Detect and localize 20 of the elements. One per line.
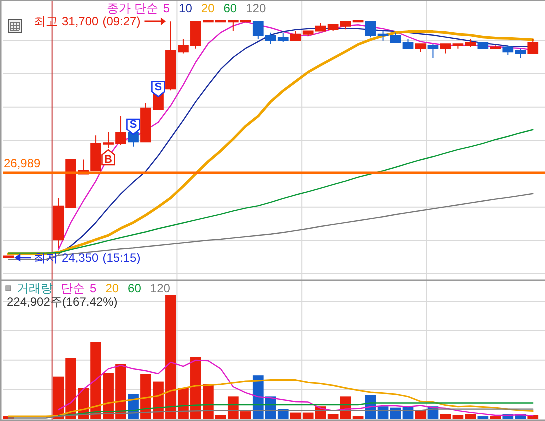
annotation: (15:15) <box>102 250 141 265</box>
data-label: S <box>154 81 162 94</box>
text: 60 <box>128 282 142 296</box>
annotation: (09:27) <box>102 14 141 29</box>
data-label: S <box>130 119 138 131</box>
text: 120 <box>150 282 171 296</box>
text: 10 <box>179 2 193 16</box>
data-label: B <box>104 154 113 166</box>
text: 20 <box>106 282 120 296</box>
ref-line-label: 26,989 <box>4 156 42 170</box>
signal: S <box>152 81 166 98</box>
text: 5 <box>90 282 97 296</box>
legend-title: 단순 <box>61 282 85 296</box>
text: 5 <box>163 2 170 16</box>
y-tick-label: 31,700 <box>62 14 100 29</box>
text: 120 <box>246 2 266 16</box>
legend-title: 종가 단순 <box>107 2 158 16</box>
text: 60 <box>224 2 238 16</box>
text: 20 <box>201 2 216 16</box>
y-tick-label: 24,350 <box>62 250 100 265</box>
